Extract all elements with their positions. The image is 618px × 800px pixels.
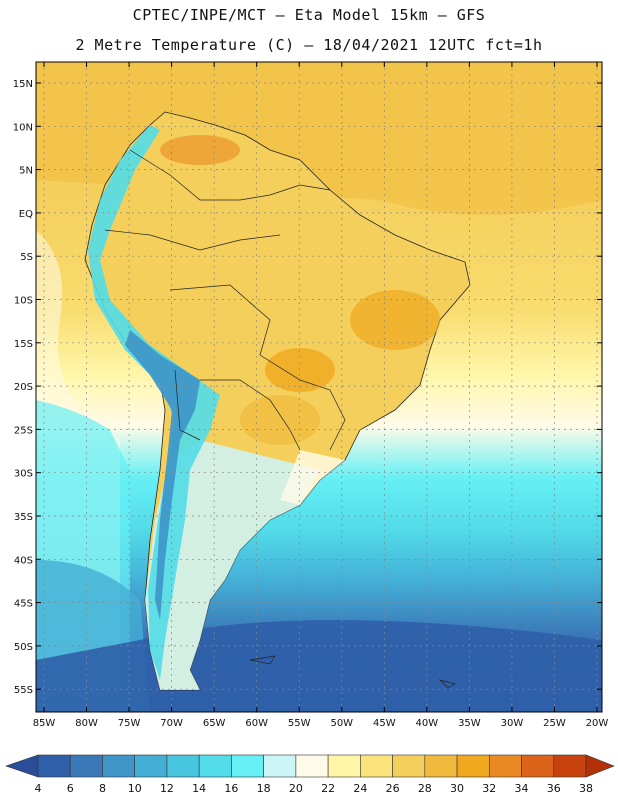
colorbar-swatch [456,754,490,778]
lon-label: 45W [373,718,396,729]
lat-label: 5N [19,166,33,177]
lat-label: 25S [14,425,33,436]
grid-lines [36,62,602,712]
lat-label: 15S [14,339,33,350]
country-borders [104,149,346,451]
colorbar-label: 6 [67,782,74,795]
lat-label: 15N [13,79,33,90]
lon-label: 35W [458,718,481,729]
lon-label: 40W [416,718,439,729]
lon-label: 60W [245,718,268,729]
title-line-2: 2 Metre Temperature (C) – 18/04/2021 12U… [75,36,543,54]
colorbar-swatch [231,754,264,778]
colorbar-label: 22 [321,782,335,795]
colorbar-label: 20 [289,782,303,795]
colorbar-swatch [37,754,71,778]
colorbar-label: 28 [418,782,432,795]
uruguay-mild [280,450,345,505]
lon-label: 85W [33,718,56,729]
colorbar-label: 18 [257,782,271,795]
lat-label: 5S [20,252,33,263]
colorbar-label: 24 [353,782,367,795]
colorbar-under-arrow [5,754,39,778]
colorbar-swatch [488,754,522,778]
falklands-island [249,655,276,665]
colorbar-swatch [166,754,200,778]
colorbar-label: 4 [35,782,42,795]
colorbar-swatch [134,754,168,778]
andes-high-peaks [125,330,200,620]
colorbar-label: 12 [160,782,174,795]
lat-label: 50S [14,642,33,653]
lat-label: EQ [19,209,33,220]
hot-spot-central-brazil [265,348,335,392]
warm-paraguay [240,395,320,445]
lon-label: 75W [118,718,141,729]
colorbar-label: 38 [579,782,593,795]
colorbar-swatch [553,754,587,778]
hot-spot-venezuela [160,135,240,165]
map-field [36,62,602,712]
colorbar-swatch [295,754,329,778]
map-frame [35,61,603,713]
colorbar-label: 10 [128,782,142,795]
colorbar-label: 14 [192,782,206,795]
lon-label: 55W [288,718,311,729]
colorbar-swatch [424,754,458,778]
colorbar-label: 16 [224,782,238,795]
colorbar-label: 32 [482,782,496,795]
lon-label: 25W [543,718,566,729]
lat-label: 45S [14,599,33,610]
colorbar-label: 36 [547,782,561,795]
colorbar-label: 30 [450,782,464,795]
longitude-labels: 85W 80W 75W 70W 65W 60W 55W 50W 45W 40W 35W 30W 25W 2… [33,62,609,729]
colorbar-over-arrow [585,754,615,778]
colorbar-swatch [392,754,426,778]
lat-label: 30S [14,469,33,480]
hot-spot-northeast-brazil [350,290,440,350]
southern-cone-cool [145,440,320,690]
colorbar-label: 8 [99,782,106,795]
lon-label: 20W [586,718,609,729]
colorbar-swatch [521,754,555,778]
lat-label: 55S [14,685,33,696]
colorbar-swatch [360,754,393,778]
south-georgia-island [438,679,456,689]
colorbar: 4 6 8 10 12 14 16 18 20 22 24 26 28 30 32 34 36 38 [5,754,615,795]
lon-label: 50W [330,718,353,729]
lon-label: 80W [75,718,98,729]
lon-label: 65W [203,718,226,729]
colorbar-swatch [102,754,136,778]
colorbar-swatch [327,754,361,778]
lat-label: 35S [14,512,33,523]
colorbar-label: 26 [386,782,400,795]
colorbar-swatch [69,754,103,778]
colorbar-swatch [263,754,297,778]
lon-label: 70W [160,718,183,729]
colorbar-swatch [198,754,232,778]
latitude-labels: 15N 10N 5N EQ 5S 10S 15S 20S 25S 30S 35S 40S 45S 50S 5… [13,79,602,696]
lat-label: 20S [14,382,33,393]
lat-label: 40S [14,555,33,566]
colorbar-label: 34 [515,782,529,795]
title-line-1: CPTEC/INPE/MCT – Eta Model 15km – GFS [132,6,486,24]
lon-label: 30W [501,718,524,729]
lat-label: 10S [14,296,33,307]
lat-label: 10N [13,122,33,133]
